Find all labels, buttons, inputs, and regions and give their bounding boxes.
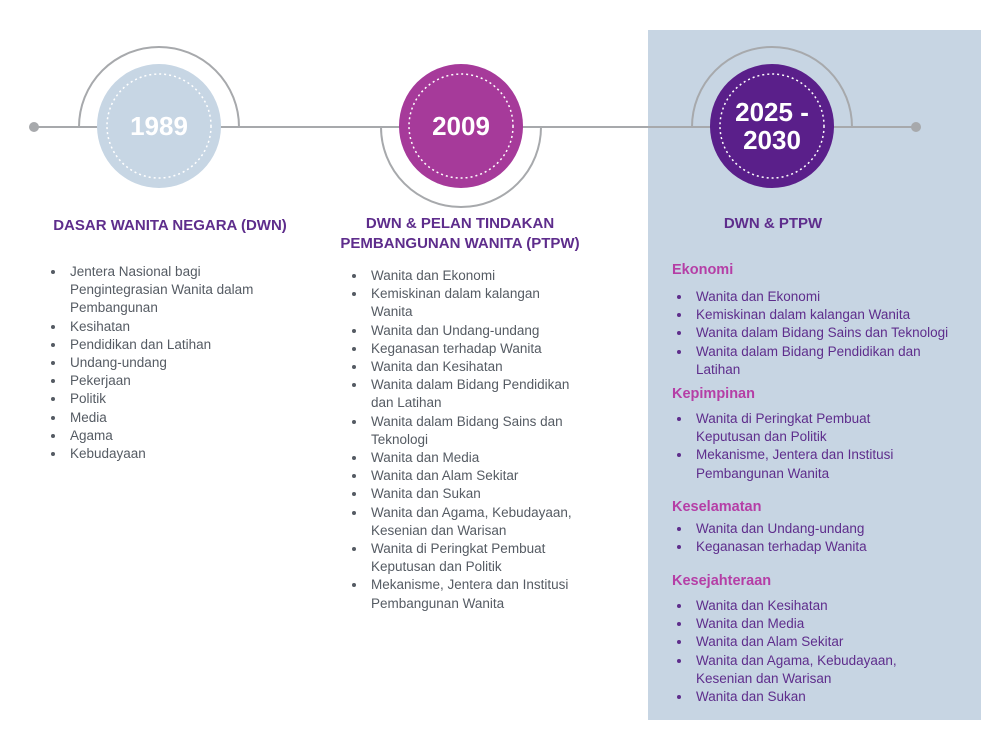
timeline-end-dot [911, 122, 921, 132]
list-item: Jentera Nasional bagi Pengintegrasian Wa… [46, 263, 316, 318]
year-2025-line1: 2025 - [735, 97, 809, 127]
list-keselamatan: Wanita dan Undang-undang Keganasan terha… [672, 520, 977, 556]
node-1989-circle [97, 64, 221, 188]
list-item: Wanita dan Kesihatan [347, 358, 627, 376]
node-1989-ring [106, 73, 212, 179]
list-item: Wanita dan Undang-undang [672, 520, 977, 538]
list-item: Wanita di Peringkat Pembuat Keputusan da… [672, 410, 977, 446]
list-item: Wanita dan Ekonomi [347, 267, 627, 285]
heading-1989: DASAR WANITA NEGARA (DWN) [53, 217, 287, 234]
node-2025-circle [710, 64, 834, 188]
list-item: Wanita dalam Bidang Sains dan Teknologi [347, 413, 627, 449]
list-item: Keganasan terhadap Wanita [672, 538, 977, 556]
list-item: Keganasan terhadap Wanita [347, 340, 627, 358]
list-item: Kebudayaan [46, 445, 316, 463]
list-item: Wanita dan Media [347, 449, 627, 467]
list-item: Mekanisme, Jentera dan Institusi Pembang… [672, 446, 977, 482]
node-2009-arc [380, 126, 542, 208]
list-item: Wanita dan Sukan [347, 485, 627, 503]
list-item: Agama [46, 427, 316, 445]
year-2025-line2: 2030 [743, 125, 801, 155]
list-kesejahteraan: Wanita dan Kesihatan Wanita dan Media Wa… [672, 597, 977, 706]
list-item: Wanita dan Media [672, 615, 977, 633]
list-item: Kesihatan [46, 318, 316, 336]
subheading-kesejahteraan: Kesejahteraan [672, 573, 772, 589]
subheading-keselamatan: Keselamatan [672, 499, 762, 515]
list-item: Undang-undang [46, 354, 316, 372]
list-item: Wanita dalam Bidang Pendidikan dan Latih… [672, 343, 977, 379]
list-item: Wanita dalam Bidang Pendidikan dan Latih… [347, 376, 627, 412]
list-item: Pekerjaan [46, 372, 316, 390]
list-item: Kemiskinan dalam kalangan Wanita [347, 285, 627, 321]
node-2025-ring [719, 73, 825, 179]
heading-2025: DWN & PTPW [723, 215, 823, 232]
list-item: Media [46, 409, 316, 427]
list-item: Wanita di Peringkat Pembuat Keputusan da… [347, 540, 627, 576]
heading-2009: DWN & PELAN TINDAKAN PEMBANGUNAN WANITA … [340, 215, 580, 252]
subheading-ekonomi: Ekonomi [672, 262, 734, 278]
list-item: Wanita dan Kesihatan [672, 597, 977, 615]
list-item: Kemiskinan dalam kalangan Wanita [672, 306, 977, 324]
year-2009: 2009 [432, 111, 490, 141]
list-item: Wanita dan Undang-undang [347, 322, 627, 340]
node-2025-arc [691, 46, 853, 128]
node-2009-circle [399, 64, 523, 188]
list-ekonomi: Wanita dan Ekonomi Kemiskinan dalam kala… [672, 288, 977, 379]
list-item: Pendidikan dan Latihan [46, 336, 316, 354]
node-1989-arc [78, 46, 240, 128]
list-2009: Wanita dan Ekonomi Kemiskinan dalam kala… [347, 267, 627, 613]
list-item: Wanita dan Ekonomi [672, 288, 977, 306]
list-item: Politik [46, 390, 316, 408]
timeline-start-dot [29, 122, 39, 132]
list-item: Wanita dalam Bidang Sains dan Teknologi [672, 324, 977, 342]
list-item: Mekanisme, Jentera dan Institusi Pembang… [347, 576, 627, 612]
node-2009-ring [408, 73, 514, 179]
list-item: Wanita dan Alam Sekitar [672, 633, 977, 651]
list-item: Wanita dan Sukan [672, 688, 977, 706]
subheading-kepimpinan: Kepimpinan [672, 386, 755, 402]
list-kepimpinan: Wanita di Peringkat Pembuat Keputusan da… [672, 410, 977, 483]
year-1989: 1989 [130, 111, 188, 141]
list-item: Wanita dan Agama, Kebudayaan, Kesenian d… [672, 652, 977, 688]
list-item: Wanita dan Alam Sekitar [347, 467, 627, 485]
list-item: Wanita dan Agama, Kebudayaan, Kesenian d… [347, 504, 627, 540]
list-1989: Jentera Nasional bagi Pengintegrasian Wa… [46, 263, 316, 463]
